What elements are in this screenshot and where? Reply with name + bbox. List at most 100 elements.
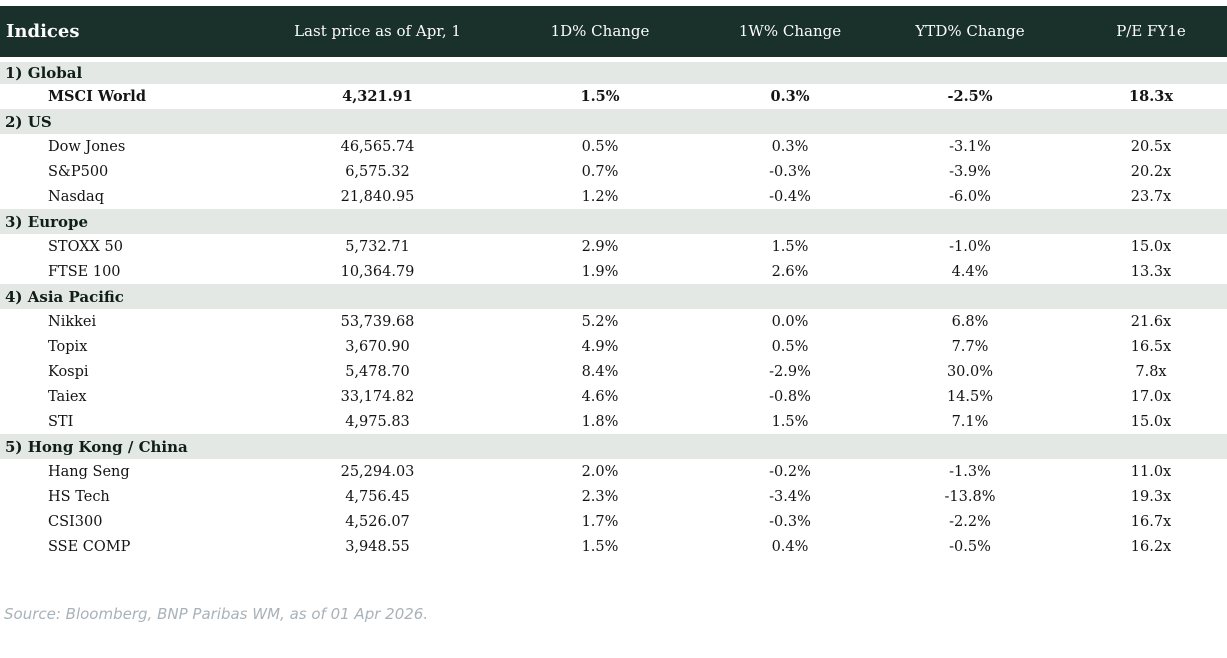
- index-name: HS Tech: [0, 484, 270, 509]
- last-price: 3,948.55: [270, 534, 485, 559]
- change-1d: 1.5%: [485, 84, 715, 109]
- last-price: 53,739.68: [270, 309, 485, 334]
- table-row: Taiex 33,174.82 4.6% -0.8% 14.5% 17.0x: [0, 384, 1227, 409]
- indices-table: Indices Last price as of Apr, 1 1D% Chan…: [0, 6, 1227, 559]
- last-price: 46,565.74: [270, 134, 485, 159]
- last-price: 25,294.03: [270, 459, 485, 484]
- change-1d: 4.6%: [485, 384, 715, 409]
- change-1w: 0.3%: [715, 134, 865, 159]
- change-ytd: 7.1%: [865, 409, 1075, 434]
- section-row: 4) Asia Pacific: [0, 284, 1227, 309]
- change-1w: 0.3%: [715, 84, 865, 109]
- section-label: 2) US: [0, 109, 1227, 134]
- table-row: FTSE 100 10,364.79 1.9% 2.6% 4.4% 13.3x: [0, 259, 1227, 284]
- change-1d: 2.9%: [485, 234, 715, 259]
- index-name: Topix: [0, 334, 270, 359]
- change-ytd: -13.8%: [865, 484, 1075, 509]
- pe-ratio: 16.5x: [1075, 334, 1227, 359]
- section-label: 1) Global: [0, 59, 1227, 84]
- index-name: CSI300: [0, 509, 270, 534]
- change-1w: 0.5%: [715, 334, 865, 359]
- source-note: Source: Bloomberg, BNP Paribas WM, as of…: [4, 605, 429, 623]
- last-price: 21,840.95: [270, 184, 485, 209]
- column-header-ytd-change: YTD% Change: [865, 6, 1075, 62]
- table-row: Nasdaq 21,840.95 1.2% -0.4% -6.0% 23.7x: [0, 184, 1227, 209]
- column-header-1w-change: 1W% Change: [715, 6, 865, 62]
- pe-ratio: 16.2x: [1075, 534, 1227, 559]
- last-price: 3,670.90: [270, 334, 485, 359]
- last-price: 10,364.79: [270, 259, 485, 284]
- table-row: Dow Jones 46,565.74 0.5% 0.3% -3.1% 20.5x: [0, 134, 1227, 159]
- change-ytd: -0.5%: [865, 534, 1075, 559]
- last-price: 6,575.32: [270, 159, 485, 184]
- pe-ratio: 21.6x: [1075, 309, 1227, 334]
- table-row: MSCI World 4,321.91 1.5% 0.3% -2.5% 18.3x: [0, 84, 1227, 109]
- pe-ratio: 23.7x: [1075, 184, 1227, 209]
- pe-ratio: 13.3x: [1075, 259, 1227, 284]
- column-header-1d-change: 1D% Change: [485, 6, 715, 62]
- table-header-row: Indices Last price as of Apr, 1 1D% Chan…: [0, 6, 1227, 62]
- change-ytd: 30.0%: [865, 359, 1075, 384]
- table-row: STOXX 50 5,732.71 2.9% 1.5% -1.0% 15.0x: [0, 234, 1227, 259]
- change-1w: -3.4%: [715, 484, 865, 509]
- column-header-last-price: Last price as of Apr, 1: [270, 6, 485, 62]
- pe-ratio: 18.3x: [1075, 84, 1227, 109]
- index-name: Hang Seng: [0, 459, 270, 484]
- column-header-pe: P/E FY1e: [1075, 6, 1227, 62]
- index-name: Nikkei: [0, 309, 270, 334]
- index-name: Kospi: [0, 359, 270, 384]
- table-row: HS Tech 4,756.45 2.3% -3.4% -13.8% 19.3x: [0, 484, 1227, 509]
- index-name: Nasdaq: [0, 184, 270, 209]
- change-1d: 2.0%: [485, 459, 715, 484]
- change-1d: 4.9%: [485, 334, 715, 359]
- change-ytd: -1.0%: [865, 234, 1075, 259]
- section-row: 5) Hong Kong / China: [0, 434, 1227, 459]
- change-1d: 1.9%: [485, 259, 715, 284]
- last-price: 5,732.71: [270, 234, 485, 259]
- last-price: 4,756.45: [270, 484, 485, 509]
- change-1d: 1.5%: [485, 534, 715, 559]
- change-1d: 0.5%: [485, 134, 715, 159]
- pe-ratio: 20.2x: [1075, 159, 1227, 184]
- last-price: 5,478.70: [270, 359, 485, 384]
- last-price: 4,975.83: [270, 409, 485, 434]
- table-title: Indices: [0, 6, 270, 62]
- change-1d: 8.4%: [485, 359, 715, 384]
- section-row: 1) Global: [0, 59, 1227, 84]
- change-1d: 0.7%: [485, 159, 715, 184]
- change-1d: 1.8%: [485, 409, 715, 434]
- change-ytd: -3.9%: [865, 159, 1075, 184]
- index-name: Dow Jones: [0, 134, 270, 159]
- change-ytd: -6.0%: [865, 184, 1075, 209]
- change-ytd: -1.3%: [865, 459, 1075, 484]
- pe-ratio: 20.5x: [1075, 134, 1227, 159]
- change-1w: 0.4%: [715, 534, 865, 559]
- pe-ratio: 11.0x: [1075, 459, 1227, 484]
- index-name: SSE COMP: [0, 534, 270, 559]
- change-ytd: 7.7%: [865, 334, 1075, 359]
- change-ytd: 14.5%: [865, 384, 1075, 409]
- change-1w: -2.9%: [715, 359, 865, 384]
- index-name: FTSE 100: [0, 259, 270, 284]
- change-ytd: -2.5%: [865, 84, 1075, 109]
- change-1w: 0.0%: [715, 309, 865, 334]
- table-row: S&P500 6,575.32 0.7% -0.3% -3.9% 20.2x: [0, 159, 1227, 184]
- table-row: CSI300 4,526.07 1.7% -0.3% -2.2% 16.7x: [0, 509, 1227, 534]
- change-ytd: 4.4%: [865, 259, 1075, 284]
- section-label: 3) Europe: [0, 209, 1227, 234]
- change-1w: -0.3%: [715, 509, 865, 534]
- table-row: Hang Seng 25,294.03 2.0% -0.2% -1.3% 11.0x: [0, 459, 1227, 484]
- index-name: MSCI World: [0, 84, 270, 109]
- pe-ratio: 15.0x: [1075, 409, 1227, 434]
- section-row: 2) US: [0, 109, 1227, 134]
- last-price: 4,321.91: [270, 84, 485, 109]
- change-1d: 2.3%: [485, 484, 715, 509]
- pe-ratio: 17.0x: [1075, 384, 1227, 409]
- change-1d: 1.2%: [485, 184, 715, 209]
- last-price: 33,174.82: [270, 384, 485, 409]
- change-1w: 1.5%: [715, 409, 865, 434]
- change-1w: -0.8%: [715, 384, 865, 409]
- index-name: STOXX 50: [0, 234, 270, 259]
- report-page: Indices Last price as of Apr, 1 1D% Chan…: [0, 6, 1227, 623]
- pe-ratio: 15.0x: [1075, 234, 1227, 259]
